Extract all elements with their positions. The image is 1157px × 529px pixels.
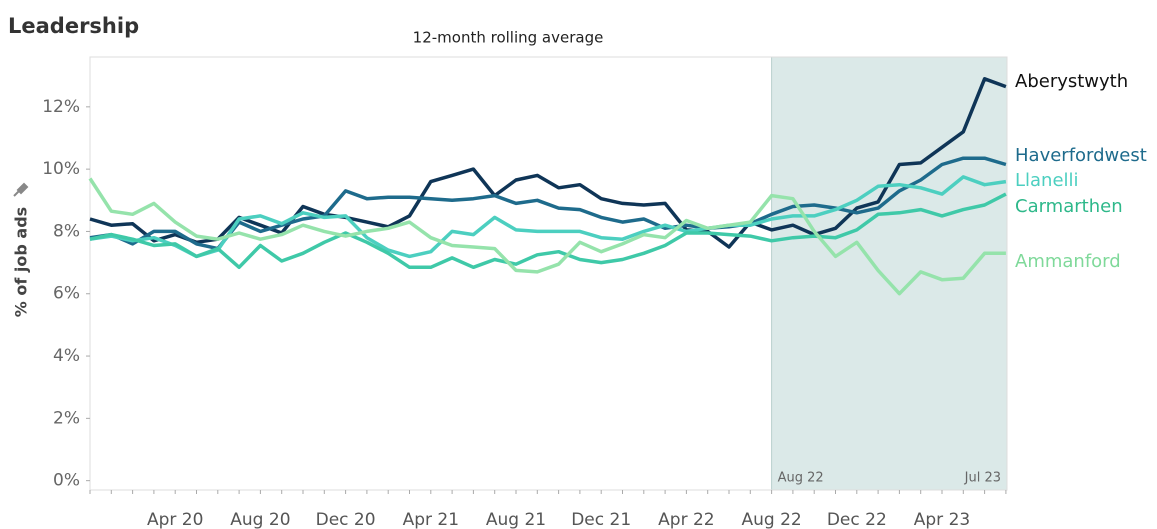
x-tick-label: Aug 22 <box>741 510 801 529</box>
series-line <box>89 175 1007 259</box>
y-tick-label: 4% <box>53 346 80 366</box>
y-tick-label: 0% <box>53 471 80 491</box>
shade-start-label: Aug 22 <box>778 471 824 486</box>
series-label: Haverfordwest <box>1015 145 1147 166</box>
x-tick-label: Aug 20 <box>230 510 290 529</box>
chart-title: Leadership <box>8 14 139 38</box>
chart-subtitle: 12-month rolling average <box>413 29 604 47</box>
x-tick-label: Aug 21 <box>486 510 546 529</box>
y-axis-label: % of job ads <box>12 207 31 317</box>
x-tick-label: Dec 20 <box>316 510 376 529</box>
shade-end-label: Jul 23 <box>964 471 1001 486</box>
series-label: Ammanford <box>1015 251 1121 272</box>
x-tick-label: Dec 21 <box>571 510 631 529</box>
y-tick-label: 10% <box>42 159 80 179</box>
y-tick-label: 8% <box>53 221 80 241</box>
shaded-region <box>771 57 1007 490</box>
series-line <box>88 177 1006 296</box>
series-label: Llanelli <box>1015 170 1079 191</box>
series-label: Aberystwyth <box>1015 71 1128 92</box>
x-tick-label: Apr 22 <box>658 510 714 529</box>
x-tick-label: Apr 23 <box>914 510 970 529</box>
series-line <box>89 192 1007 270</box>
y-tick-label: 6% <box>53 284 80 304</box>
x-tick-label: Dec 22 <box>827 510 887 529</box>
pin-icon <box>13 182 29 197</box>
series-label: Carmarthen <box>1015 196 1123 217</box>
y-tick-label: 2% <box>53 408 80 428</box>
x-tick-label: Apr 20 <box>147 510 203 529</box>
x-tick-label: Apr 21 <box>403 510 459 529</box>
series-line <box>89 156 1007 251</box>
y-tick-label: 12% <box>42 97 80 117</box>
plot-frame <box>89 56 1008 491</box>
